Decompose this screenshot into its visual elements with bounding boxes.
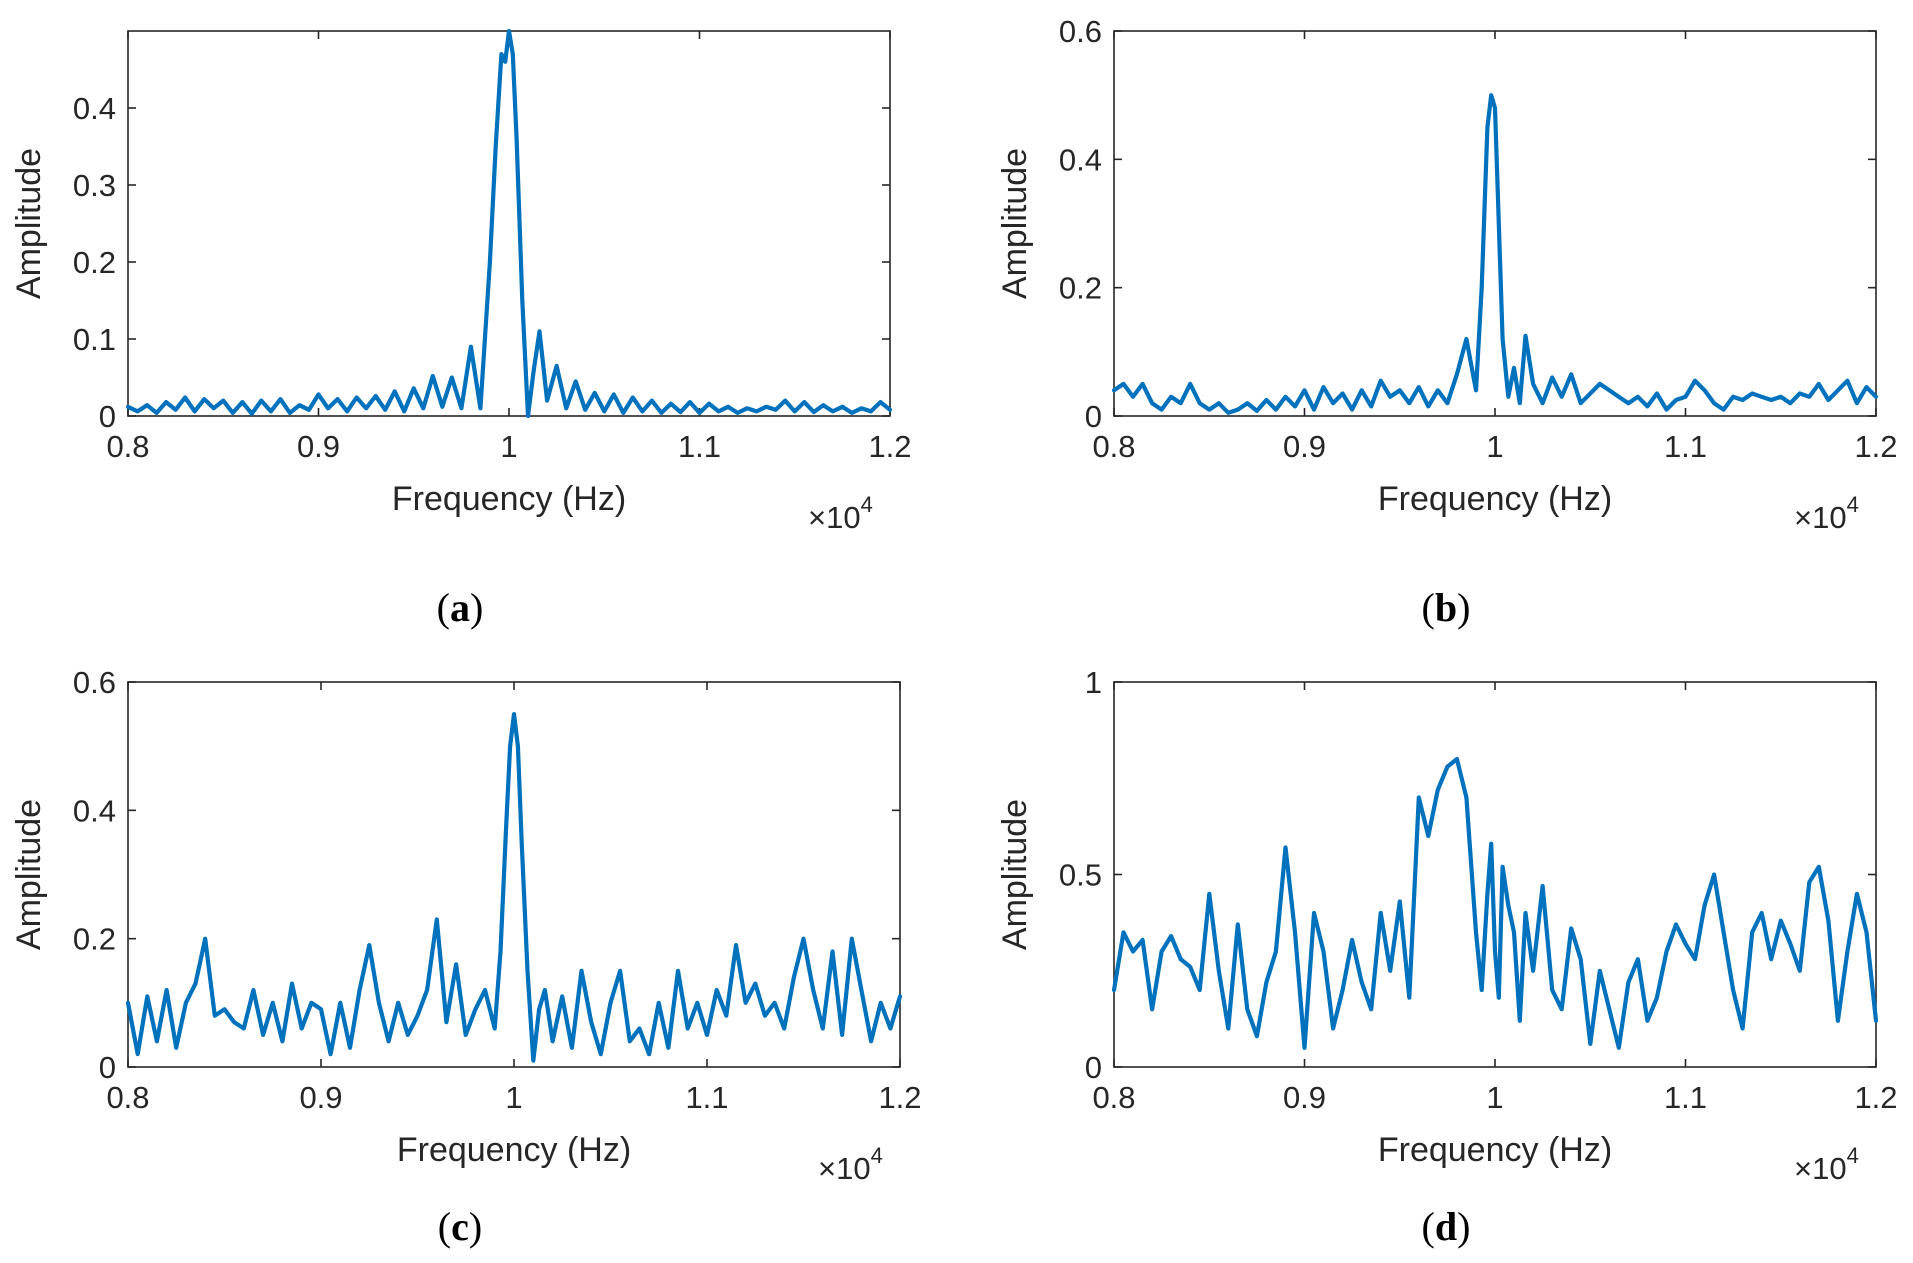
y-tick-label: 1 xyxy=(1085,665,1102,700)
y-tick-label: 0.4 xyxy=(1059,142,1102,177)
panel-caption-letter: a xyxy=(450,585,470,630)
x-exponent-label: ×104 xyxy=(808,492,873,535)
y-tick-label: 0.2 xyxy=(73,245,116,280)
x-axis-label: Frequency (Hz) xyxy=(1378,1131,1612,1169)
x-tick-label: 1 xyxy=(1486,1080,1503,1115)
y-tick-label: 0.2 xyxy=(73,922,116,957)
x-tick-label: 1.1 xyxy=(1664,1080,1707,1115)
x-exponent-label: ×104 xyxy=(818,1143,883,1186)
y-axis-label: Amplitude xyxy=(10,148,48,299)
x-tick-label: 1.2 xyxy=(1854,429,1897,464)
panel-caption-letter: d xyxy=(1435,1204,1457,1249)
x-tick-label: 1.1 xyxy=(685,1080,728,1115)
series-line-spectrum xyxy=(1111,93,1879,415)
x-tick-label: 1.1 xyxy=(678,429,721,464)
x-tick-label: 1 xyxy=(505,1080,522,1115)
y-tick-label: 0.1 xyxy=(73,322,116,357)
panel-caption: (a) xyxy=(437,585,484,630)
y-axis-label: Amplitude xyxy=(996,148,1034,299)
x-tick-label: 0.8 xyxy=(1092,429,1135,464)
x-tick-label: 0.9 xyxy=(1283,429,1326,464)
panel-d: 0.8 0.9 1 1.1 1.2 0 0.5 1 Frequency (Hz) Amplitud… xyxy=(996,665,1898,1249)
x-multiplier-text: ×10 xyxy=(1794,1151,1847,1186)
x-exponent-label: ×104 xyxy=(1794,1143,1859,1186)
y-tick-label: 0 xyxy=(99,1050,116,1085)
panel-a: 0.8 0.9 1 1.1 1.2 0 0.1 0.2 0.3 0.4 Frequency (Hz)… xyxy=(10,28,912,630)
plot-frame xyxy=(127,681,901,1068)
x-multiplier-text: ×10 xyxy=(808,500,861,535)
y-tick-label: 0 xyxy=(1085,1050,1102,1085)
x-axis-label: Frequency (Hz) xyxy=(1378,480,1612,518)
plot-frame xyxy=(127,30,891,417)
panel-caption: (d) xyxy=(1422,1204,1471,1249)
y-tick-label: 0.6 xyxy=(1059,14,1102,49)
x-multiplier-text: ×10 xyxy=(1794,500,1847,535)
series-line-spectrum xyxy=(125,711,903,1063)
y-tick-label: 0.4 xyxy=(73,793,116,828)
x-tick-label: 1.2 xyxy=(878,1080,921,1115)
x-tick-label: 0.8 xyxy=(106,1080,149,1115)
x-exponent-label: ×104 xyxy=(1794,492,1859,535)
x-tick-label: 0.9 xyxy=(299,1080,342,1115)
y-tick-label: 0.5 xyxy=(1059,858,1102,893)
y-axis-label: Amplitude xyxy=(10,799,48,950)
x-tick-label: 0.9 xyxy=(297,429,340,464)
x-tick-label: 1.1 xyxy=(1664,429,1707,464)
x-exponent-text: 4 xyxy=(861,492,873,517)
x-axis-label: Frequency (Hz) xyxy=(397,1131,631,1169)
x-tick-label: 1.2 xyxy=(868,429,911,464)
y-axis-label: Amplitude xyxy=(996,799,1034,950)
panel-caption: (c) xyxy=(438,1204,482,1249)
plot-frame xyxy=(1113,30,1877,417)
panel-caption-letter: c xyxy=(451,1204,469,1249)
x-axis-label: Frequency (Hz) xyxy=(392,480,626,518)
x-exponent-text: 4 xyxy=(871,1143,883,1168)
series-line-spectrum xyxy=(1111,756,1879,1050)
y-tick-label: 0.4 xyxy=(73,91,116,126)
panel-c: 0.8 0.9 1 1.1 1.2 0 0.2 0.4 0.6 Frequency (Hz) Amp… xyxy=(10,665,922,1249)
x-tick-label: 0.9 xyxy=(1283,1080,1326,1115)
x-multiplier-text: ×10 xyxy=(818,1151,871,1186)
x-exponent-text: 4 xyxy=(1847,1143,1859,1168)
y-tick-label: 0.3 xyxy=(73,168,116,203)
x-tick-label: 0.8 xyxy=(106,429,149,464)
panel-caption: (b) xyxy=(1422,585,1471,630)
x-exponent-text: 4 xyxy=(1847,492,1859,517)
x-tick-label: 1 xyxy=(1486,429,1503,464)
x-tick-label: 1.2 xyxy=(1854,1080,1897,1115)
y-tick-label: 0 xyxy=(1085,399,1102,434)
y-tick-label: 0 xyxy=(99,399,116,434)
series-line-spectrum xyxy=(125,28,893,419)
x-tick-label: 0.8 xyxy=(1092,1080,1135,1115)
y-tick-label: 0.2 xyxy=(1059,271,1102,306)
panel-b: 0.8 0.9 1 1.1 1.2 0 0.2 0.4 0.6 Frequency (Hz) Amp… xyxy=(996,14,1898,630)
x-tick-label: 1 xyxy=(500,429,517,464)
panel-caption-letter: b xyxy=(1435,585,1457,630)
y-tick-label: 0.6 xyxy=(73,665,116,700)
